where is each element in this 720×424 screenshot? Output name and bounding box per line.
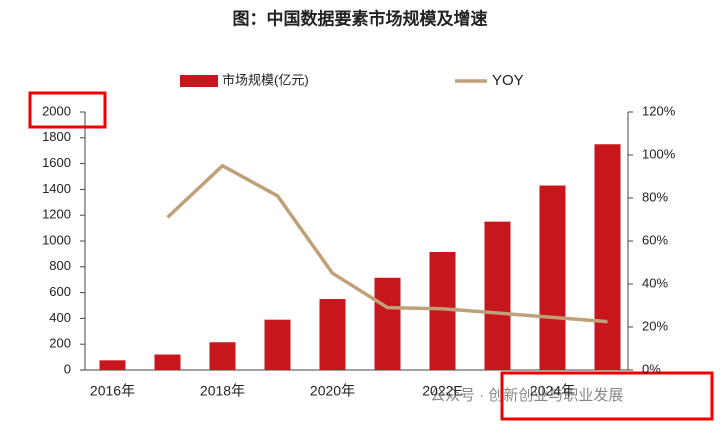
bar <box>484 221 511 370</box>
legend-label: 市场规模(亿元) <box>222 72 309 87</box>
x-tick-label: 2018年 <box>200 383 245 399</box>
bar <box>319 299 346 370</box>
highlight-box <box>28 91 107 129</box>
line <box>166 163 608 324</box>
y-tick-label: 1000 <box>42 232 71 247</box>
y-tick-label: 400 <box>49 310 71 325</box>
y-tick-label: 2000 <box>42 103 71 118</box>
legend-swatch <box>180 75 218 87</box>
y2-tick-label: 80% <box>642 189 668 204</box>
y2-tick-label: 120% <box>642 103 676 118</box>
x-tick-label: 2016年 <box>90 383 135 399</box>
y2-tick-label: 20% <box>642 318 668 333</box>
y-tick-label: 1200 <box>42 207 71 222</box>
y-tick-label: 200 <box>49 336 71 351</box>
watermark: 公众号 · 创新创业与职业发展 <box>430 387 623 404</box>
bar <box>374 277 401 370</box>
x-tick-label: 2020年 <box>310 383 355 399</box>
y-tick-label: 600 <box>49 284 71 299</box>
x-tick-label: 2024年 <box>530 383 575 399</box>
chart-title: 图：中国数据要素市场规模及增速 <box>233 9 488 30</box>
bar <box>209 342 236 370</box>
y2-tick-label: 40% <box>642 275 668 290</box>
bar <box>539 185 566 370</box>
highlight-box <box>500 371 714 421</box>
y-tick-label: 1600 <box>42 155 71 170</box>
x-tick-label: 2022E <box>422 383 462 399</box>
y2-tick-label: 0% <box>642 361 661 376</box>
y-tick-label: 1400 <box>42 181 71 196</box>
y-tick-label: 1800 <box>42 129 71 144</box>
legend-label: YOY <box>492 72 524 89</box>
y2-tick-label: 100% <box>642 146 676 161</box>
bar <box>99 360 126 370</box>
y-tick-label: 0 <box>64 361 71 376</box>
bar <box>594 144 621 370</box>
y-tick-label: 800 <box>49 258 71 273</box>
bar <box>264 319 291 370</box>
y2-tick-label: 60% <box>642 232 668 247</box>
bar <box>154 354 181 370</box>
